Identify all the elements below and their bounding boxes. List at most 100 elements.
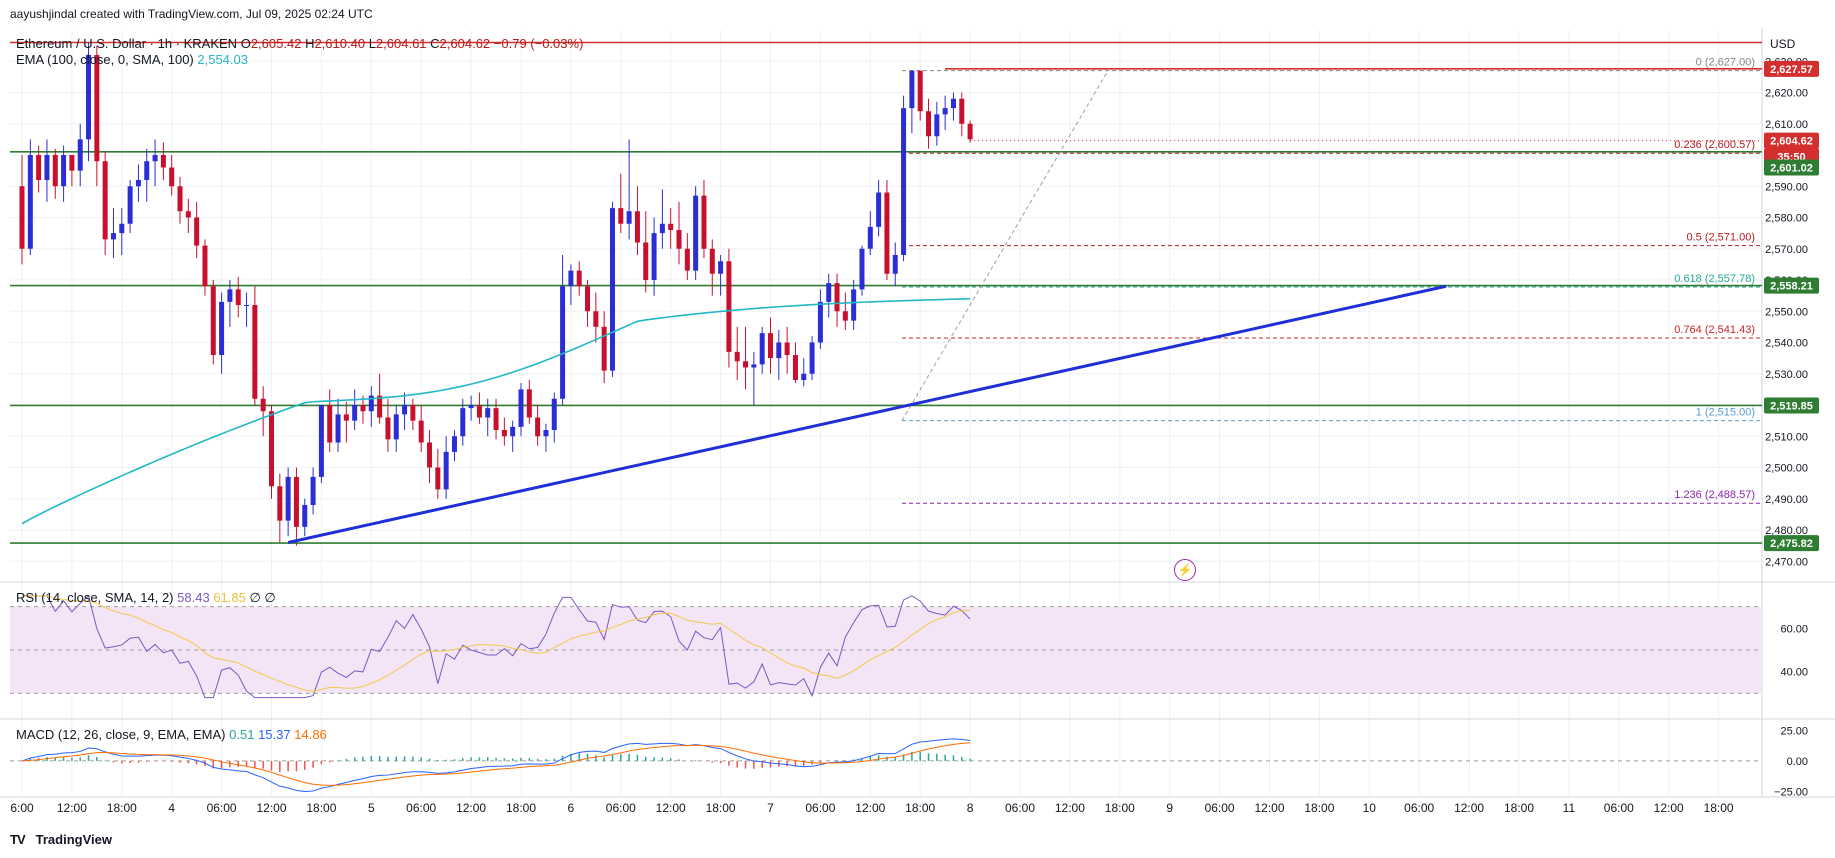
currency-label[interactable]: USD <box>1770 37 1796 51</box>
x-tick-label: 18:00 <box>1704 801 1734 815</box>
candle-body <box>194 217 200 246</box>
candle-body <box>501 430 507 437</box>
y-tick-label: 2,510.00 <box>1765 431 1808 443</box>
ema-legend[interactable]: EMA (100, close, 0, SMA, 100) 2,554.03 <box>16 52 248 67</box>
ema-label: EMA (100, close, 0, SMA, 100) <box>16 52 194 67</box>
candle-body <box>269 411 274 487</box>
candle-body <box>535 417 541 437</box>
candle-body <box>277 486 283 521</box>
candle-body <box>510 426 516 437</box>
rsi-band <box>10 606 1762 694</box>
rsi-ma-line <box>22 595 971 692</box>
candle-body <box>144 161 150 180</box>
bolt-icon[interactable]: ⚡ <box>1174 559 1196 581</box>
candle-body <box>352 405 358 421</box>
candle-body <box>967 123 973 140</box>
y-tick-label: 2,500.00 <box>1765 463 1808 475</box>
macd-hist-value: 0.51 <box>229 727 255 742</box>
candle-body <box>460 408 466 437</box>
candle-body <box>551 398 557 430</box>
ema-value: 2,554.03 <box>197 52 248 67</box>
candle-body <box>335 414 341 443</box>
fib-level-label: 1.236 (2,488.57) <box>1674 489 1755 501</box>
candle-body <box>768 333 773 359</box>
candle-body <box>693 195 699 271</box>
low-value: 2,604.61 <box>375 36 427 51</box>
candle-body <box>69 155 75 171</box>
candle-body <box>44 155 50 180</box>
candle-body <box>19 186 25 249</box>
candle-body <box>817 301 823 343</box>
candle-body <box>427 442 433 468</box>
x-tick-label: 6:00 <box>10 801 34 815</box>
candle-body <box>219 301 225 355</box>
candle-body <box>110 233 116 240</box>
fib-level-label: 0.5 (2,571.00) <box>1687 232 1756 244</box>
candle-body <box>917 70 923 112</box>
candle-body <box>443 451 449 490</box>
candle-body <box>285 476 291 521</box>
candle-body <box>52 155 58 187</box>
candle-body <box>609 208 615 371</box>
candle-body <box>36 155 42 180</box>
candle-body <box>834 283 840 312</box>
candle-body <box>177 186 183 212</box>
candle-body <box>743 361 749 368</box>
ascending-trendline <box>287 284 1447 544</box>
x-tick-label: 12:00 <box>256 801 286 815</box>
x-tick-label: 06:00 <box>1005 801 1035 815</box>
candle-body <box>418 420 424 443</box>
y-tick-label: 2,490.00 <box>1765 494 1808 506</box>
y-tick-label: 2,580.00 <box>1765 213 1808 225</box>
y-tick-label: 2,470.00 <box>1765 556 1808 568</box>
candle-body <box>119 223 125 234</box>
macd-legend[interactable]: MACD (12, 26, close, 9, EMA, EMA) 0.51 1… <box>16 727 327 742</box>
macd-signal-value: 14.86 <box>294 727 327 742</box>
price-tag-label: 2,475.82 <box>1770 538 1813 550</box>
candle-body <box>210 286 216 355</box>
low-label: L <box>368 36 376 51</box>
x-tick-label: 10 <box>1363 801 1377 815</box>
candle-body <box>493 408 499 430</box>
candle-body <box>892 255 898 274</box>
price-tag-label: 2,627.57 <box>1770 64 1813 76</box>
candle-body <box>942 108 948 115</box>
candle-body <box>784 342 790 355</box>
macd-value: 15.37 <box>258 727 291 742</box>
candle-body <box>718 261 724 274</box>
fib-level-label: 0.236 (2,600.57) <box>1674 139 1755 151</box>
macd-line <box>21 738 971 793</box>
x-tick-label: 18:00 <box>1304 801 1334 815</box>
y-tick-label: 2,590.00 <box>1765 181 1808 193</box>
candle-body <box>560 286 566 399</box>
candle-body <box>884 192 890 274</box>
candle-body <box>909 70 915 109</box>
x-tick-label: 06:00 <box>805 801 835 815</box>
candle-body <box>676 230 682 249</box>
candle-body <box>318 405 324 477</box>
fib-diagonal <box>901 70 1109 421</box>
candle-body <box>86 55 92 140</box>
candle-body <box>61 155 67 187</box>
candle-body <box>643 242 649 280</box>
candle-body <box>169 167 175 187</box>
candle-body <box>651 233 657 280</box>
candle-body <box>634 211 640 243</box>
candle-body <box>160 155 166 168</box>
x-tick-label: 18:00 <box>706 801 736 815</box>
rsi-sma-value: 61.85 <box>213 590 246 605</box>
candle-body <box>476 405 482 418</box>
candle-body <box>618 208 624 224</box>
candle-body <box>152 155 158 162</box>
rsi-legend[interactable]: RSI (14, close, SMA, 14, 2) 58.43 61.85 … <box>16 590 276 606</box>
candle-body <box>585 286 591 312</box>
y-tick-label: 2,480.00 <box>1765 525 1808 537</box>
tradingview-brand[interactable]: TV TradingView <box>10 832 112 847</box>
x-tick-label: 18:00 <box>107 801 137 815</box>
candle-body <box>235 289 241 305</box>
price-tag <box>1764 159 1819 176</box>
x-tick-label: 18:00 <box>905 801 935 815</box>
close-label: C <box>430 36 440 51</box>
macd-signal-line <box>21 742 971 786</box>
